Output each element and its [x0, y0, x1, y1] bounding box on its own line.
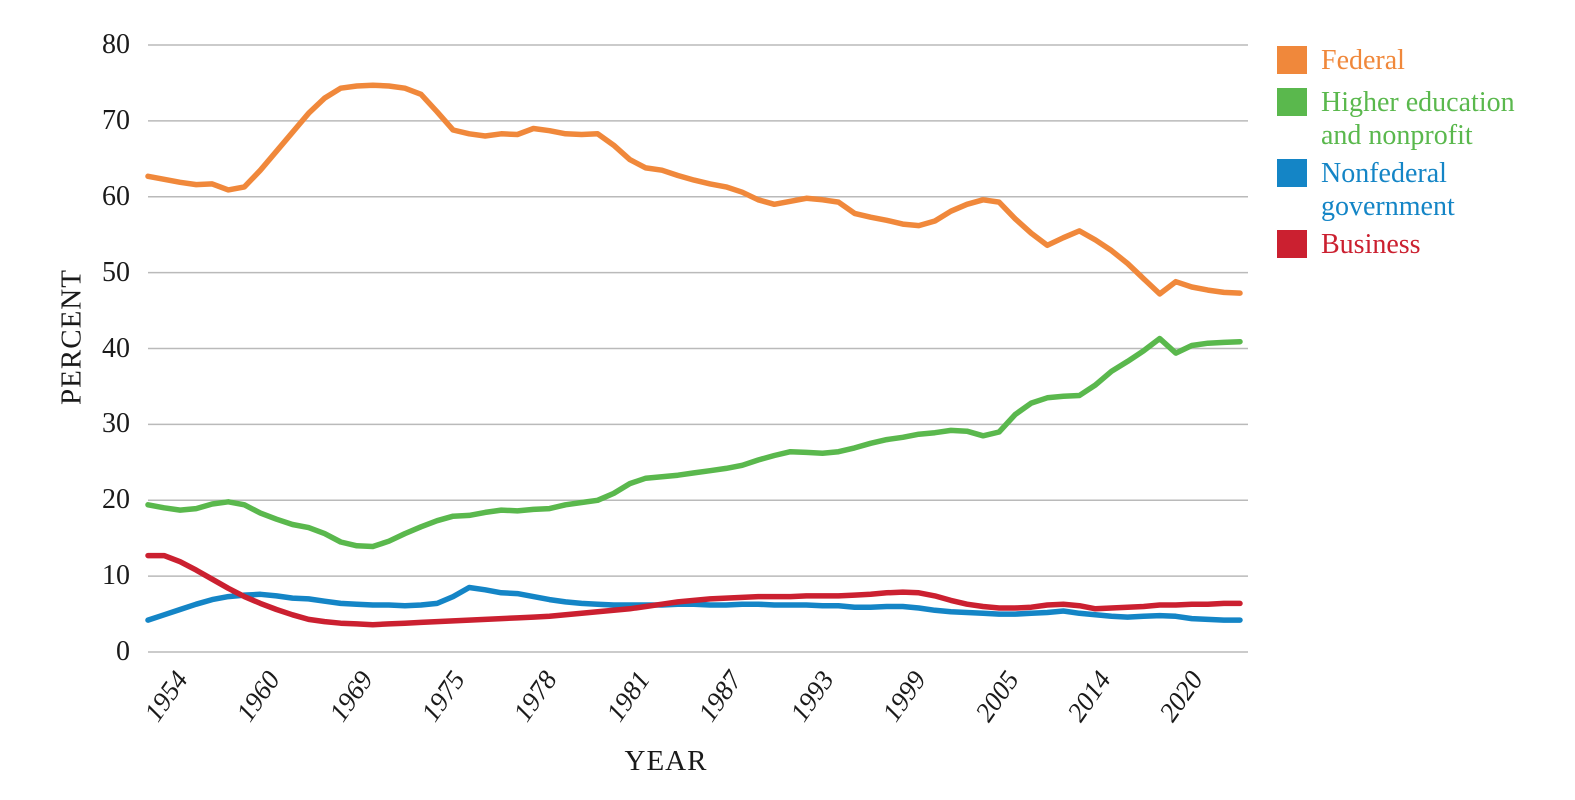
legend-swatch-icon: [1277, 46, 1307, 74]
legend-swatch-icon: [1277, 159, 1307, 187]
legend-label: Business: [1321, 229, 1421, 260]
y-tick-label-50: 50: [102, 256, 130, 288]
y-tick-label-20: 20: [102, 484, 130, 516]
series-line-higher-education-and-nonprofit: [145, 335, 1243, 550]
legend-label: Federal: [1321, 45, 1405, 76]
legend-swatch-icon: [1277, 88, 1307, 116]
legend-label: Nonfederal government: [1321, 158, 1455, 222]
y-tick-label-10: 10: [102, 560, 130, 592]
y-tick-label-0: 0: [116, 636, 130, 667]
legend-swatch-icon: [1277, 230, 1307, 258]
legend-label: Higher education and nonprofit: [1321, 87, 1515, 151]
y-tick-label-60: 60: [102, 180, 130, 212]
series-line-federal: [145, 82, 1243, 297]
series-line-business: [145, 552, 1243, 628]
y-tick-label-40: 40: [102, 332, 130, 364]
x-axis-title: YEAR: [624, 745, 708, 777]
y-tick-label-30: 30: [102, 408, 130, 440]
y-axis-title: PERCENT: [55, 269, 88, 405]
y-tick-label-80: 80: [102, 29, 130, 60]
series-line-nonfederal-government: [145, 584, 1243, 623]
y-tick-label-70: 70: [102, 104, 130, 136]
